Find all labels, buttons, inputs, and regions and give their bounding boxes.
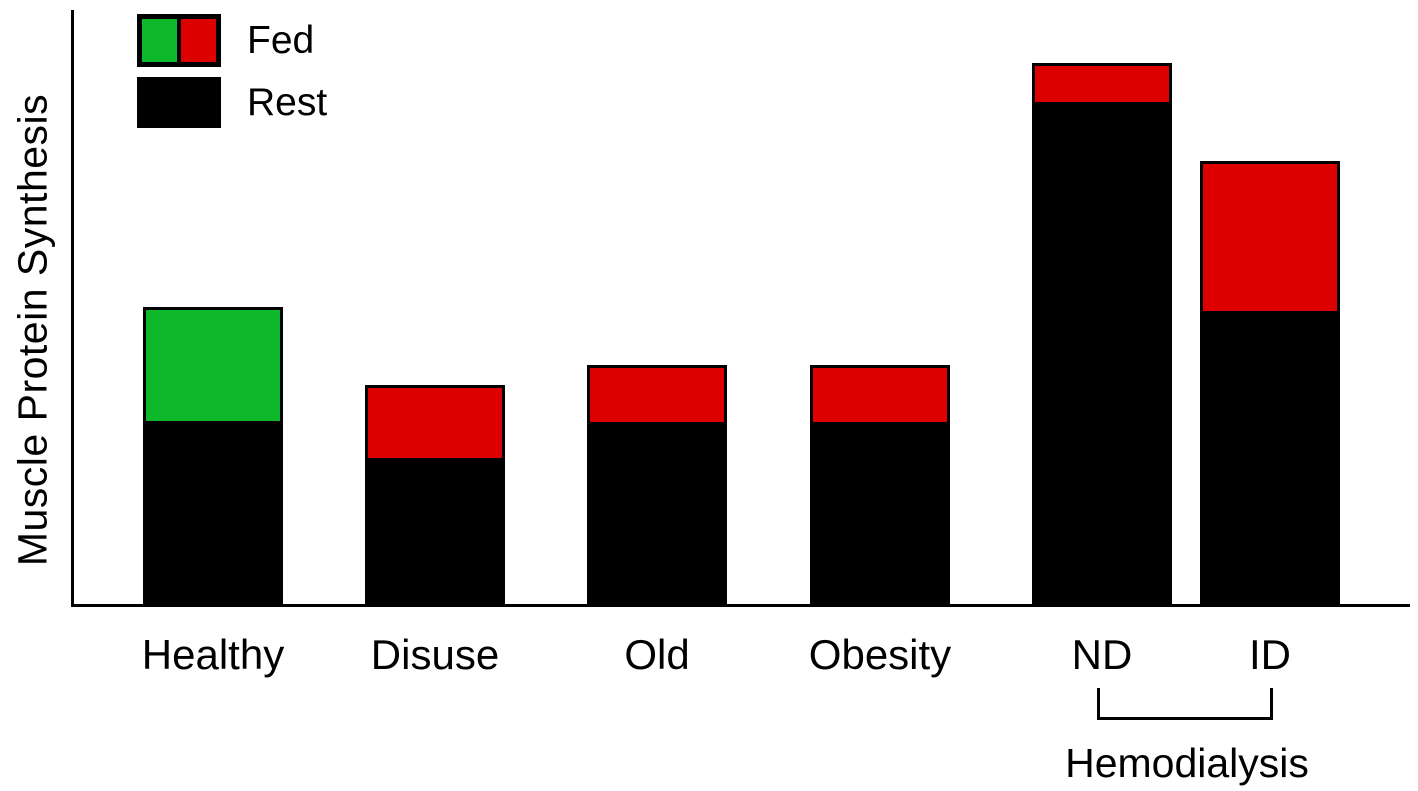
y-axis-title: Muscle Protein Synthesis [9, 93, 56, 567]
hemodialysis-group-bracket [1097, 688, 1273, 720]
hemodialysis-group-label: Hemodialysis [1065, 740, 1309, 786]
legend-label-rest: Rest [247, 81, 328, 124]
legend-entry-fed: Fed [137, 14, 327, 67]
legend-fed-green-swatch [142, 19, 177, 62]
legend-fed-red-swatch [181, 19, 216, 62]
x-axis-label-disuse: Disuse [370, 631, 500, 678]
y-axis-line [71, 10, 74, 607]
bar-segment-fed-disuse [368, 388, 502, 458]
x-axis-line [71, 604, 1410, 607]
x-axis-label-old: Old [624, 631, 690, 678]
bar-healthy [143, 307, 283, 605]
bar-nd [1032, 63, 1172, 605]
bar-disuse [365, 385, 505, 605]
legend-swatch-rest [137, 77, 221, 128]
x-axis-label-nd: ND [1071, 631, 1133, 678]
legend-swatch-fed [137, 14, 221, 67]
x-axis-label-healthy: Healthy [141, 631, 285, 678]
bar-old [587, 365, 727, 605]
bar-id [1200, 161, 1340, 605]
legend: Fed Rest [137, 14, 327, 128]
legend-label-fed: Fed [247, 19, 315, 62]
x-axis-label-id: ID [1249, 631, 1291, 678]
x-axis-label-obesity: Obesity [808, 631, 952, 678]
bar-segment-fed-id [1203, 164, 1337, 311]
bar-segment-fed-healthy [146, 310, 280, 421]
bar-segment-fed-nd [1035, 66, 1169, 102]
bar-segment-fed-obesity [813, 368, 947, 422]
legend-entry-rest: Rest [137, 77, 327, 128]
bar-obesity [810, 365, 950, 605]
bar-segment-fed-old [590, 368, 724, 422]
